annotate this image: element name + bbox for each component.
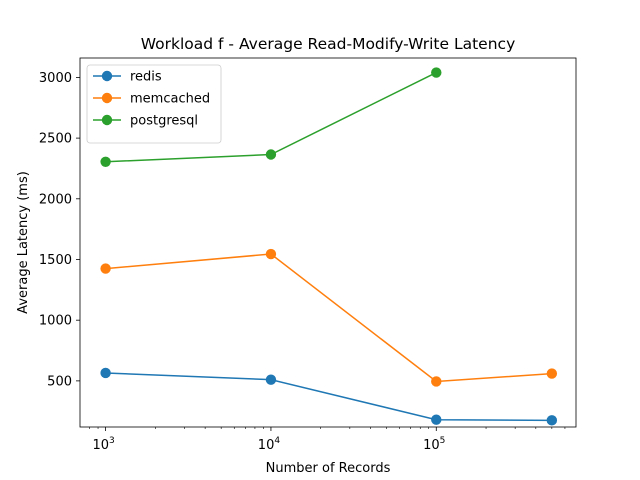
data-point-postgresql xyxy=(431,67,442,78)
legend-box xyxy=(86,64,222,144)
data-point-redis xyxy=(431,414,442,425)
data-point-memcached xyxy=(431,376,442,387)
y-axis-label: Average Latency (ms) xyxy=(16,171,31,314)
legend-label-memcached: memcached xyxy=(130,92,210,107)
data-point-postgresql xyxy=(100,156,111,167)
legend: redis memcached postgresql xyxy=(86,64,222,144)
series-line-memcached xyxy=(105,253,552,383)
y-tick-label: 1000 xyxy=(39,314,72,329)
data-point-memcached xyxy=(265,248,277,260)
legend-label-redis: redis xyxy=(130,70,162,85)
chart-title: Workload f - Average Read-Modify-Write L… xyxy=(141,35,516,53)
legend-marker-memcached xyxy=(101,92,113,104)
data-point-memcached xyxy=(100,263,111,274)
y-axis: 500 1000 1500 2000 2500 3000 xyxy=(39,71,80,389)
legend-marker-redis xyxy=(101,70,113,82)
data-point-redis xyxy=(100,367,111,379)
legend-label-postgresql: postgresql xyxy=(130,114,198,129)
y-tick-label: 3000 xyxy=(39,71,72,86)
data-point-postgresql xyxy=(265,149,277,160)
data-point-memcached xyxy=(546,368,558,379)
y-tick-label: 2500 xyxy=(39,132,72,147)
y-tick-label: 500 xyxy=(47,374,72,389)
x-tick-label: 105 xyxy=(423,436,445,453)
x-axis: 103 104 105 xyxy=(89,427,566,453)
legend-marker-postgresql xyxy=(101,114,113,126)
y-tick-label: 1500 xyxy=(39,253,72,268)
plot-frame xyxy=(79,57,577,428)
x-tick-label: 104 xyxy=(258,436,281,453)
x-axis-label: Number of Records xyxy=(266,461,391,476)
data-point-redis xyxy=(265,374,277,385)
data-point-redis xyxy=(546,415,558,426)
series-line-redis xyxy=(105,372,552,422)
y-tick-label: 2000 xyxy=(39,192,72,207)
x-tick-label: 103 xyxy=(92,436,114,453)
plot-area xyxy=(100,67,558,426)
